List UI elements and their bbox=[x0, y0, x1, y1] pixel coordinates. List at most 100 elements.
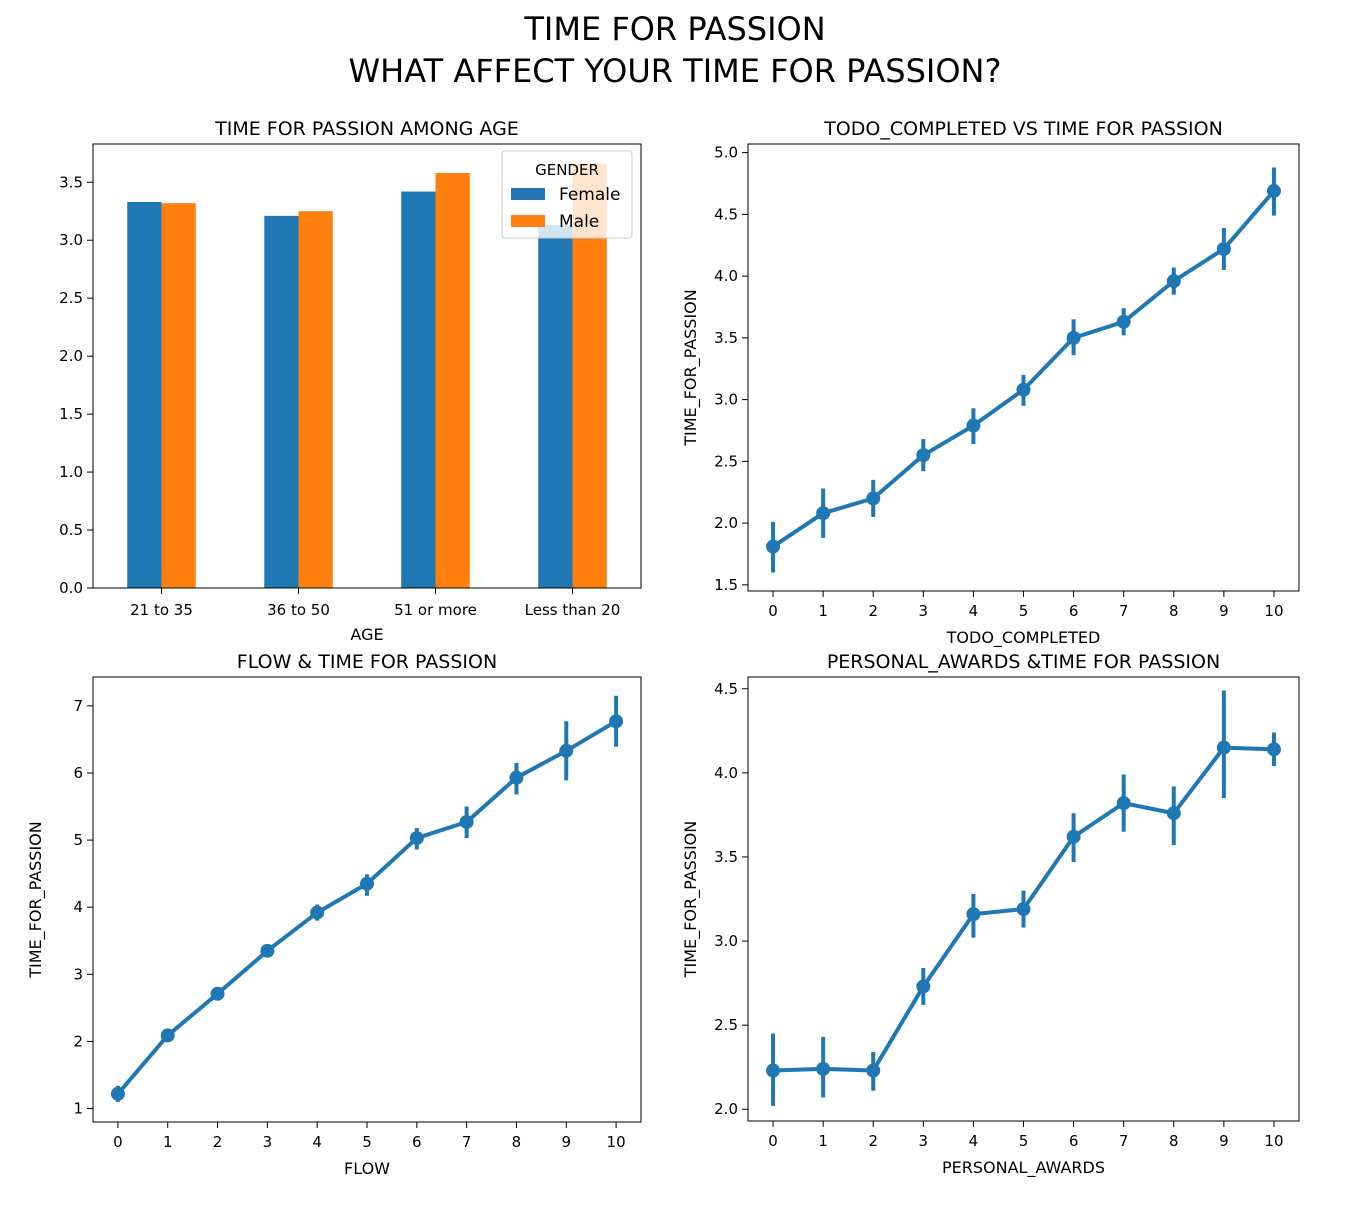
point-chart-personal-awards: PERSONAL_AWARDS &TIME FOR PASSION 2.0 2.5 3… bbox=[681, 651, 1300, 1178]
x-tick-label: 51 or more bbox=[394, 601, 477, 619]
x-axis-label: AGE bbox=[350, 625, 383, 644]
point-chart-todo-completed: TODO_COMPLETED VS TIME FOR PASSION 1.5 2.0… bbox=[681, 118, 1300, 648]
x-tick-label: 10 bbox=[1264, 1132, 1283, 1150]
y-tick-label: 3 bbox=[73, 965, 83, 983]
x-tick-label: 0 bbox=[768, 1132, 778, 1150]
plot-title: TODO_COMPLETED VS TIME FOR PASSION bbox=[823, 118, 1223, 140]
plot-title: FLOW & TIME FOR PASSION bbox=[237, 651, 497, 673]
y-tick-label: 3.0 bbox=[59, 231, 83, 249]
x-tick-label: 8 bbox=[1169, 602, 1179, 620]
y-tick-label: 6 bbox=[73, 764, 83, 782]
x-tick-label: 4 bbox=[969, 602, 979, 620]
data-point bbox=[816, 506, 831, 521]
data-point bbox=[916, 979, 931, 994]
y-tick-label: 0.0 bbox=[59, 579, 83, 597]
data-point bbox=[816, 1061, 831, 1076]
y-tick-label: 3.5 bbox=[714, 329, 738, 347]
y-axis-label: TIME_FOR_PASSION bbox=[26, 821, 46, 978]
data-point bbox=[1066, 330, 1081, 345]
y-tick-label: 2.0 bbox=[714, 514, 738, 532]
data-point bbox=[966, 907, 981, 922]
x-tick-label: 2 bbox=[868, 602, 878, 620]
x-tick-label: 21 to 35 bbox=[130, 601, 193, 619]
legend-swatch-male bbox=[511, 215, 545, 227]
plot-title: TIME FOR PASSION AMONG AGE bbox=[214, 118, 519, 140]
x-tick-label: 7 bbox=[462, 1133, 472, 1151]
x-tick-label: 9 bbox=[1219, 602, 1229, 620]
data-point bbox=[160, 1028, 175, 1043]
plot-frame bbox=[747, 143, 1300, 592]
y-tick-label: 2.5 bbox=[59, 289, 83, 307]
data-point bbox=[509, 770, 524, 785]
data-point bbox=[866, 491, 881, 506]
x-tick-label: 3 bbox=[263, 1133, 273, 1151]
figure-title-line2: WHAT AFFECT YOUR TIME FOR PASSION? bbox=[349, 52, 1002, 90]
x-tick-label: 36 to 50 bbox=[267, 601, 330, 619]
y-tick-label: 4 bbox=[73, 898, 83, 916]
data-point bbox=[459, 814, 474, 829]
data-point bbox=[866, 1063, 881, 1078]
y-tick-label: 3.5 bbox=[59, 173, 83, 191]
figure-title-line1: TIME FOR PASSION bbox=[523, 10, 825, 48]
legend-swatch-female bbox=[511, 188, 545, 200]
legend: GENDER Female Male bbox=[501, 150, 633, 239]
x-tick-label: 1 bbox=[818, 1132, 828, 1150]
y-tick-label: 2.5 bbox=[714, 452, 738, 470]
y-tick-label: 2.0 bbox=[714, 1100, 738, 1118]
x-tick-label: 5 bbox=[1019, 602, 1029, 620]
data-point bbox=[1216, 740, 1231, 755]
x-tick-label: 7 bbox=[1119, 1132, 1129, 1150]
x-axis-label: TODO_COMPLETED bbox=[946, 628, 1101, 648]
x-tick-label: 7 bbox=[1119, 602, 1129, 620]
x-tick-label: 9 bbox=[1219, 1132, 1229, 1150]
y-tick-label: 2.0 bbox=[59, 347, 83, 365]
y-tick-label: 3.0 bbox=[714, 391, 738, 409]
subplots: TIME FOR PASSION AMONG AGE 0.0 0.5 1.0 1.5 2.… bbox=[26, 118, 1300, 1178]
x-tick-label: 1 bbox=[163, 1133, 173, 1151]
data-point bbox=[1066, 829, 1081, 844]
data-point bbox=[766, 1063, 781, 1078]
x-tick-label: 5 bbox=[362, 1133, 372, 1151]
data-point bbox=[966, 418, 981, 433]
x-axis-label: PERSONAL_AWARDS bbox=[942, 1158, 1105, 1178]
data-point bbox=[409, 831, 424, 846]
x-tick-label: 2 bbox=[868, 1132, 878, 1150]
legend-label-male: Male bbox=[559, 212, 599, 232]
x-tick-label: 0 bbox=[113, 1133, 123, 1151]
y-tick-label: 0.5 bbox=[59, 521, 83, 539]
y-tick-label: 1.5 bbox=[714, 576, 738, 594]
bar-female bbox=[127, 201, 162, 588]
plot-frame bbox=[92, 143, 642, 589]
x-tick-label: 8 bbox=[1169, 1132, 1179, 1150]
y-tick-label: 3.5 bbox=[714, 848, 738, 866]
legend-label-female: Female bbox=[559, 185, 620, 205]
x-tick-label: 10 bbox=[607, 1133, 626, 1151]
plot-frame bbox=[747, 676, 1300, 1122]
data-point bbox=[916, 448, 931, 463]
bar-chart-age: TIME FOR PASSION AMONG AGE 0.0 0.5 1.0 1.5 2.… bbox=[59, 118, 642, 644]
y-axis-label: TIME_FOR_PASSION bbox=[681, 821, 701, 978]
y-tick-label: 1 bbox=[73, 1100, 83, 1118]
bar-female bbox=[538, 225, 573, 589]
x-tick-label: 4 bbox=[312, 1133, 322, 1151]
y-tick-label: 1.5 bbox=[59, 405, 83, 423]
y-tick-label: 4.5 bbox=[714, 205, 738, 223]
x-tick-label: 6 bbox=[1069, 602, 1079, 620]
y-tick-label: 5 bbox=[73, 831, 83, 849]
x-tick-label: 1 bbox=[818, 602, 828, 620]
x-tick-label: 10 bbox=[1264, 602, 1283, 620]
plot-frame bbox=[92, 676, 642, 1123]
y-tick-label: 2 bbox=[73, 1032, 83, 1050]
data-point bbox=[766, 539, 781, 554]
bar-male bbox=[435, 172, 470, 588]
x-tick-label: 4 bbox=[969, 1132, 979, 1150]
y-tick-label: 4.0 bbox=[714, 267, 738, 285]
data-point bbox=[1016, 902, 1031, 917]
y-tick-label: 4.5 bbox=[714, 680, 738, 698]
x-tick-label: 2 bbox=[213, 1133, 223, 1151]
x-tick-label: Less than 20 bbox=[525, 601, 621, 619]
data-point bbox=[1216, 241, 1231, 256]
y-tick-label: 5.0 bbox=[714, 144, 738, 162]
bar-male bbox=[161, 203, 196, 588]
